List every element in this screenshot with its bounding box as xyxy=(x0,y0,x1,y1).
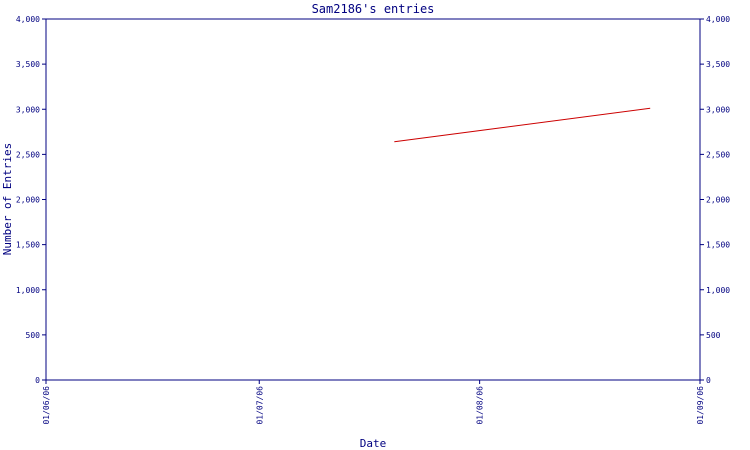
y-tick-label-left: 1,500 xyxy=(16,241,40,250)
y-tick-label-right: 2,000 xyxy=(706,196,730,205)
x-tick-label: 01/06/06 xyxy=(42,386,51,425)
y-tick-label-right: 4,000 xyxy=(706,15,730,24)
y-tick-label-right: 0 xyxy=(706,376,711,385)
x-tick-label: 01/09/06 xyxy=(696,386,705,425)
y-tick-label-left: 2,000 xyxy=(16,196,40,205)
x-tick-label: 01/08/06 xyxy=(476,386,485,425)
y-axis-label: Number of Entries xyxy=(1,143,14,256)
y-tick-label-right: 3,000 xyxy=(706,105,730,114)
y-tick-label-left: 500 xyxy=(26,331,41,340)
y-tick-label-right: 1,500 xyxy=(706,241,730,250)
series-layer xyxy=(394,107,651,143)
y-tick-label-left: 3,000 xyxy=(16,105,40,114)
x-axis-label: Date xyxy=(360,437,387,450)
y-tick-label-left: 0 xyxy=(35,376,40,385)
x-tick-label: 01/07/06 xyxy=(255,386,264,425)
y-tick-label-right: 3,500 xyxy=(706,60,730,69)
y-tick-label-left: 3,500 xyxy=(16,60,40,69)
y-tick-label-left: 2,500 xyxy=(16,150,40,159)
chart-ticks: 0 0 500 500 1,000 1,000 1,500 1,500 2,000 2,000 2,… xyxy=(16,15,730,425)
y-tick-label-right: 500 xyxy=(706,331,721,340)
y-tick-label-right: 1,000 xyxy=(706,286,730,295)
y-tick-label-left: 4,000 xyxy=(16,15,40,24)
chart-title: Sam2186's entries xyxy=(312,2,435,16)
y-tick-label-left: 1,000 xyxy=(16,286,40,295)
series-line xyxy=(394,107,651,143)
y-tick-label-right: 2,500 xyxy=(706,150,730,159)
